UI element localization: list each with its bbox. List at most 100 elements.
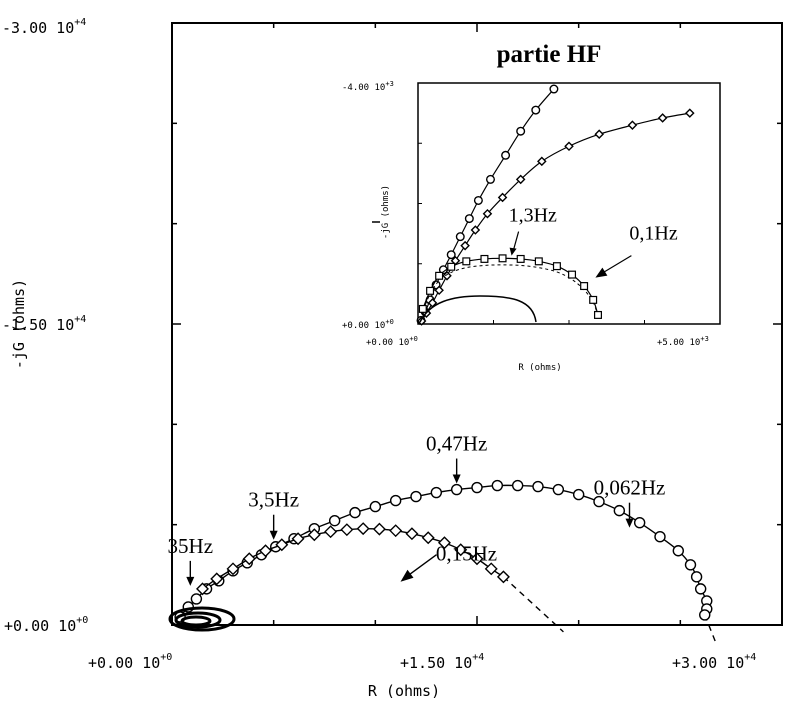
main-y-tick-label-top: -3.00 10+4 (2, 17, 86, 37)
inset-diamond-point (482, 208, 493, 219)
inset-square-point (462, 257, 471, 266)
inset-square-point (426, 286, 435, 295)
main-diamond-point (226, 562, 240, 576)
inset-square-point (593, 310, 602, 319)
main-annotation-arrowhead (625, 518, 634, 528)
inset-annotation-arrowhead (595, 267, 608, 278)
inset-diamond-point (442, 271, 452, 281)
main-hf-loop-cluster (168, 606, 236, 632)
main-circle-point (369, 500, 382, 513)
main-diamond-point (196, 582, 209, 596)
main-y-axis-label: -jG (ohms) (10, 279, 28, 369)
main-x-tick-label-right: +3.00 10+4 (672, 652, 756, 672)
main-circle-point (690, 571, 703, 583)
inset-diamond-point (657, 113, 668, 123)
inset-square-point (589, 295, 598, 304)
inset-diamond-point (497, 192, 508, 203)
main-diamond-point (421, 531, 435, 545)
inset-frequency-annotation: 0,1Hz (629, 223, 677, 245)
inset-square-point (435, 271, 444, 280)
inset-square-point (534, 257, 543, 266)
main-diamond-point (484, 562, 498, 576)
inset-inner-loop (419, 295, 537, 323)
inset-y-tick-label-top: -4.00 10+3 (342, 80, 394, 93)
inset-plot-frame (417, 82, 721, 325)
main-diamond-point (340, 523, 354, 537)
main-annotation-arrowhead (452, 474, 461, 484)
main-circle-point (572, 488, 585, 501)
inset-square-point (480, 254, 489, 263)
main-circle-point (471, 481, 483, 494)
main-diamond-point (470, 552, 484, 566)
inset-annotation-arrow (601, 255, 632, 275)
main-circle-point (190, 593, 203, 605)
main-circle-point (511, 479, 524, 492)
inset-circle-point (531, 105, 541, 115)
main-y-tick-label-bottom: +0.00 10+0 (4, 615, 88, 635)
inset-annotation-arrowhead (509, 247, 517, 256)
main-annotation-arrowhead (186, 576, 195, 586)
main-plot-marks: 35Hz 3,5Hz 0,47Hz 0,15Hz 0,062Hz (168, 432, 718, 646)
main-annotation-arrowhead (269, 530, 278, 540)
inset-diamond-point (564, 141, 574, 152)
inset-y-tick-label-bottom: +0.00 10+0 (342, 318, 394, 331)
inset-diamond-point (434, 285, 444, 296)
inset-diamond-point (416, 316, 427, 326)
main-circle-point (491, 479, 504, 492)
main-circle-point (684, 559, 697, 571)
main-diamond-point (496, 570, 510, 584)
inset-circle-point (549, 84, 559, 94)
main-diamond-point (259, 544, 273, 558)
inset-annotation-arrow (513, 231, 520, 250)
inset-diamond-point (594, 129, 604, 140)
inset-y-axis-label: -jG (ohms) (381, 185, 391, 239)
main-diamond-point (356, 522, 370, 536)
main-circle-point (593, 495, 605, 508)
main-annotation-arrowhead (400, 569, 414, 582)
main-circle-point (389, 494, 402, 507)
inset-circle-point (455, 232, 465, 242)
inset-square-point (447, 262, 456, 271)
inset-circle-point (446, 250, 456, 260)
main-frequency-annotation: 0,47Hz (426, 432, 487, 456)
inset-circle-point (464, 214, 474, 224)
main-circle-point (450, 483, 463, 496)
inset-circle-point (485, 174, 495, 184)
inset-square-point (568, 270, 577, 279)
inset-square-point (418, 304, 427, 313)
main-circle-point (349, 506, 361, 519)
main-diamond-point (291, 532, 305, 546)
main-y-tick-label-middle: -1.50 10+4 (2, 314, 86, 334)
inset-title: partie HF (497, 41, 602, 68)
main-diamond-point (324, 525, 338, 539)
inset-x-axis-label: R (ohms) (518, 363, 561, 373)
main-x-axis-label: R (ohms) (368, 682, 440, 700)
inset-circle-point (473, 195, 483, 205)
inset-diamond-point (685, 108, 695, 118)
main-circle-point (699, 609, 711, 621)
main-circle-point (552, 483, 565, 496)
main-diamond-point (307, 528, 321, 542)
inset-circle-point (501, 150, 511, 160)
inset-frequency-annotation: 1,3Hz (509, 205, 557, 227)
main-series-extrapolation (502, 576, 564, 633)
main-x-tick-label-left: +0.00 10+0 (88, 652, 172, 672)
main-diamond-point (389, 524, 403, 538)
main-frequency-annotation: 0,062Hz (594, 476, 666, 500)
inset-diamond-point (470, 225, 481, 235)
main-frequency-annotation: 0,15Hz (436, 542, 497, 566)
main-diamond-point (405, 527, 419, 541)
inset-diamond-point (460, 240, 470, 251)
main-diamond-point (210, 572, 224, 586)
main-circle-point (654, 531, 666, 543)
main-annotation-arrow (406, 554, 437, 578)
inset-circle-point (516, 126, 526, 136)
inset-square-point (552, 262, 561, 271)
main-diamond-point (372, 522, 386, 536)
main-circle-point (633, 516, 646, 529)
main-circle-point (694, 583, 707, 595)
main-circle-point (328, 514, 341, 527)
main-frequency-annotation: 3,5Hz (248, 488, 299, 512)
main-diamond-point (275, 538, 289, 552)
